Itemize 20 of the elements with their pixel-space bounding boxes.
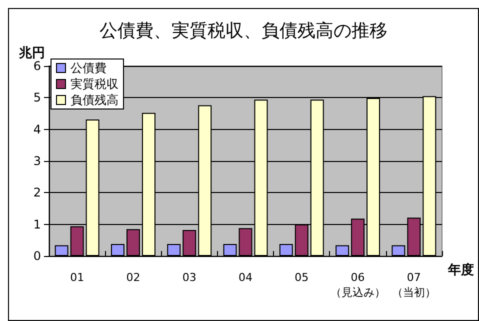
y-tick-label: 4 — [33, 122, 41, 136]
x-tick-label: 03 — [182, 271, 196, 284]
y-tick-label: 3 — [33, 154, 41, 168]
x-tick-label: 01 — [70, 271, 84, 284]
y-tick-label: 6 — [33, 59, 41, 73]
x-axis-title: 年度 — [447, 262, 474, 278]
x-tick-label: 05 — [294, 271, 309, 284]
y-tick-label: 5 — [33, 90, 41, 105]
x-tick-label: 04 — [238, 271, 252, 284]
y-tick-label: 0 — [33, 249, 41, 263]
y-tick-label: 2 — [33, 186, 41, 200]
y-tick-label: 1 — [33, 217, 41, 232]
x-tick-label: 02 — [126, 271, 140, 284]
x-tick-label: 06 （見込み） — [330, 271, 386, 299]
legend-label: 実質税収 — [70, 77, 118, 91]
legend-label: 公債費 — [70, 61, 106, 75]
legend-label: 負債残高 — [70, 93, 118, 107]
x-tick-label: 07 （当初） — [392, 271, 436, 299]
chart-title: 公債費、実質税収、負債残高の推移 — [100, 20, 388, 42]
y-axis-title: 兆円 — [18, 46, 45, 61]
